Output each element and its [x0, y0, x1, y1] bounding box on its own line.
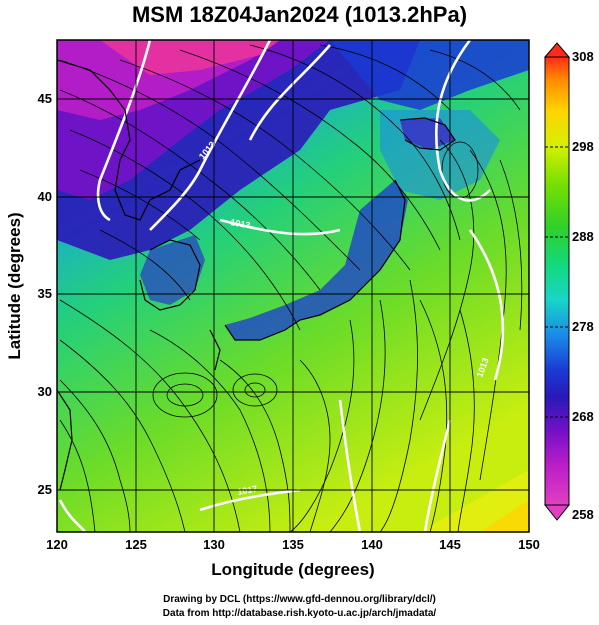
colorbar-label: 268	[572, 409, 594, 424]
y-tick-label: 30	[38, 384, 52, 399]
colorbar-label: 298	[572, 139, 594, 154]
y-tick-label: 40	[38, 189, 52, 204]
x-axis-title: Longitude (degrees)	[211, 560, 374, 579]
credit-data: Data from http://database.rish.kyoto-u.a…	[162, 608, 437, 619]
x-tick-label: 145	[439, 537, 461, 552]
x-tick-label: 135	[282, 537, 304, 552]
y-tick-label: 45	[38, 91, 52, 106]
colorbar: 308 298 288 278 268 258	[543, 42, 594, 522]
contour-label: 1013	[230, 217, 251, 230]
streamlines	[59, 44, 523, 532]
y-axis-title: Latitude (degrees)	[5, 212, 24, 359]
credit-drawing: Drawing by DCL (https://www.gfd-dennou.o…	[163, 594, 436, 605]
x-tick-label: 150	[518, 537, 540, 552]
colorbar-max-arrow	[543, 42, 571, 58]
colorbar-label: 278	[572, 319, 594, 334]
x-tick-label: 125	[125, 537, 147, 552]
x-tick-labels: 120 125 130 135 140 145 150	[46, 537, 540, 552]
plot-frame	[56, 39, 530, 533]
x-tick-label: 120	[46, 537, 68, 552]
page-title: MSM 18Z04Jan2024 (1013.2hPa)	[131, 2, 468, 27]
colorbar-min-arrow	[543, 504, 571, 521]
colorbar-label: 258	[572, 507, 594, 522]
colorbar-label: 308	[572, 49, 594, 64]
x-tick-label: 130	[203, 537, 225, 552]
y-tick-labels: 25 30 35 40 45	[38, 91, 52, 497]
colorbar-label: 288	[572, 229, 594, 244]
x-tick-label: 140	[361, 537, 383, 552]
coastlines	[57, 59, 456, 491]
y-tick-label: 25	[38, 482, 52, 497]
lat-lon-grid	[57, 40, 529, 532]
y-tick-label: 35	[38, 286, 52, 301]
colorbar-scale	[544, 56, 570, 506]
